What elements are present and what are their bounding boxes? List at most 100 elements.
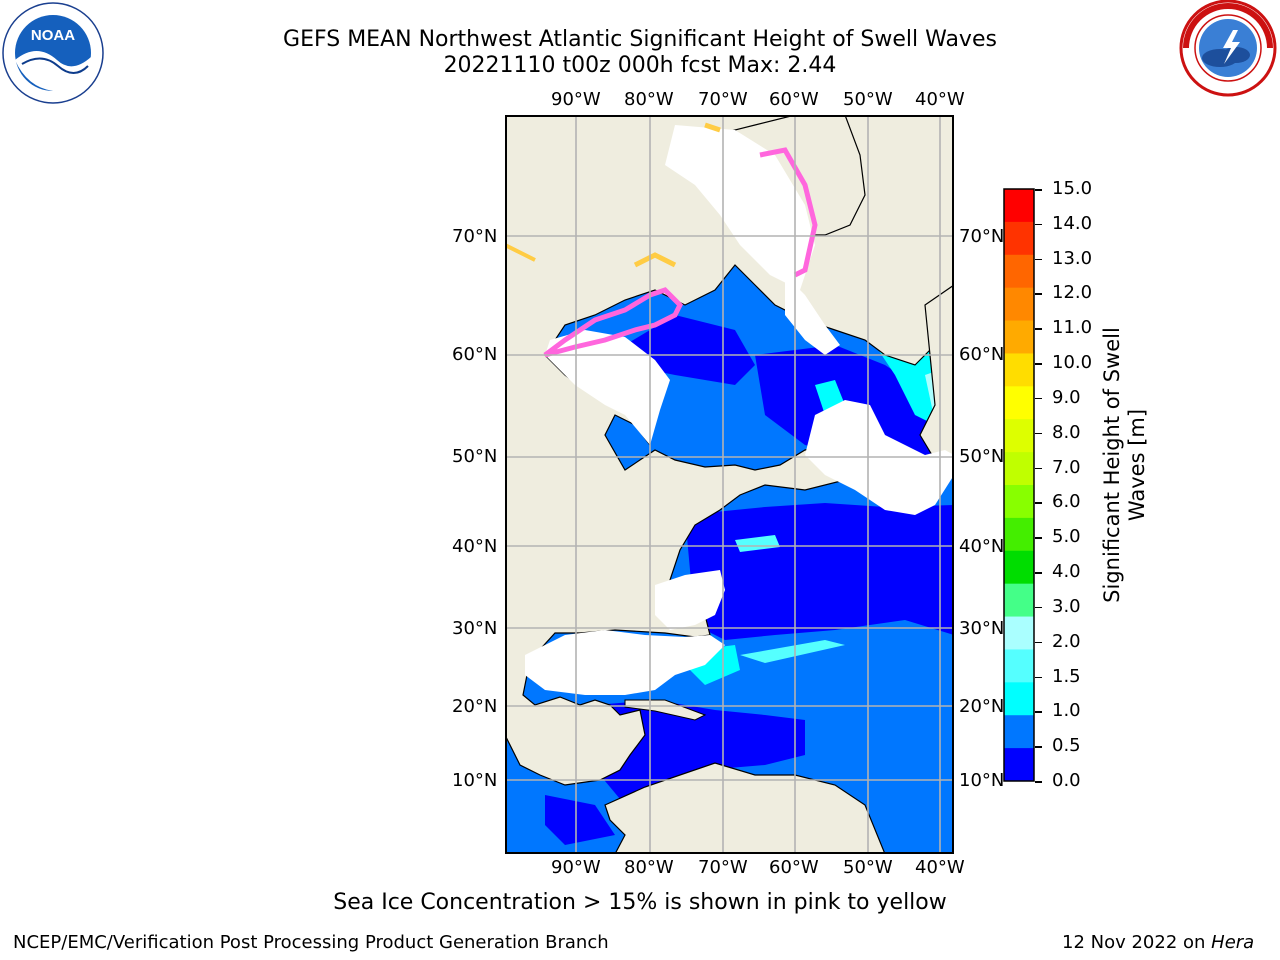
- lon-label-top: 50°W: [843, 89, 893, 110]
- chart-title: GEFS MEAN Northwest Atlantic Significant…: [283, 27, 997, 52]
- footer-date: 12 Nov 2022 on Hera: [1062, 932, 1254, 953]
- lon-label-top: 80°W: [624, 89, 674, 110]
- sea-ice-edge: [633, 252, 677, 268]
- footer-date-text: 12 Nov 2022 on: [1062, 932, 1212, 953]
- sea-ice-edge: [759, 147, 818, 278]
- colorbar-tick-mark: [1035, 606, 1042, 609]
- land-cuba: [624, 699, 707, 721]
- lon-label-top: 60°W: [769, 89, 819, 110]
- colorbar-tick-mark: [1035, 502, 1042, 504]
- swell-height-map: [505, 115, 954, 854]
- colorbar-tick-mark: [1035, 223, 1042, 226]
- lat-label-right: 10°N: [959, 770, 1005, 791]
- swell-low-region: [685, 503, 954, 640]
- sea-ice-edge: [704, 122, 721, 133]
- footer-host: Hera: [1211, 932, 1255, 953]
- colorbar-segment: [1004, 583, 1034, 618]
- lat-label-left: 40°N: [452, 536, 498, 557]
- colorbar-segment: [1004, 649, 1034, 683]
- colorbar-tick-label: 8.0: [1052, 421, 1081, 443]
- lon-label-top: 90°W: [551, 89, 601, 110]
- sea-ice-edge: [505, 243, 536, 262]
- swell-mid-region: [740, 640, 845, 663]
- lat-label-right: 20°N: [959, 696, 1005, 717]
- colorbar-segment: [1004, 221, 1034, 256]
- colorbar-tick-mark: [1035, 363, 1042, 365]
- svg-text:NOAA: NOAA: [31, 27, 75, 44]
- colorbar-tick-label: 0.5: [1052, 735, 1081, 757]
- colorbar: [1003, 188, 1035, 782]
- colorbar-segment: [1004, 353, 1034, 387]
- colorbar-tick-label: 11.0: [1052, 317, 1093, 339]
- colorbar-tick-label: 5.0: [1052, 526, 1081, 548]
- colorbar-segment: [1004, 419, 1034, 453]
- lat-label-left: 70°N: [452, 226, 498, 247]
- lon-label-bottom: 50°W: [843, 857, 893, 878]
- colorbar-segment: [1004, 715, 1034, 749]
- colorbar-tick-label: 3.0: [1052, 595, 1081, 617]
- colorbar-segment: [1004, 386, 1034, 420]
- lat-label-right: 30°N: [959, 618, 1005, 639]
- lon-label-bottom: 60°W: [769, 857, 819, 878]
- colorbar-tick-label: 15.0: [1052, 178, 1093, 199]
- colorbar-tick-label: 0.0: [1052, 770, 1081, 791]
- colorbar-segment: [1004, 485, 1034, 519]
- colorbar-tick-label: 1.5: [1052, 665, 1081, 687]
- lon-label-bottom: 90°W: [551, 857, 601, 878]
- colorbar-tick-mark: [1035, 641, 1042, 644]
- colorbar-tick-mark: [1035, 467, 1042, 470]
- colorbar-segment: [1004, 517, 1034, 552]
- colorbar-segment: [1004, 320, 1034, 354]
- lon-label-bottom: 80°W: [624, 857, 674, 878]
- colorbar-tick-mark: [1035, 397, 1042, 400]
- colorbar-label: Significant Height of Swell Waves [m]: [1100, 327, 1149, 603]
- nodata-arctic: [665, 125, 815, 290]
- colorbar-segment: [1004, 452, 1034, 486]
- lat-label-left: 50°N: [452, 446, 498, 467]
- lon-label-bottom: 70°W: [698, 857, 748, 878]
- colorbar-tick-label: 10.0: [1052, 352, 1093, 374]
- land-south-america: [604, 762, 886, 854]
- lat-label-right: 70°N: [959, 226, 1005, 247]
- map-frame: [505, 115, 954, 854]
- colorbar-tick-label: 9.0: [1052, 386, 1081, 408]
- colorbar-segment: [1004, 682, 1034, 716]
- noaa-logo: NOAA: [2, 2, 104, 104]
- colorbar-tick-mark: [1035, 676, 1042, 679]
- lat-label-left: 30°N: [452, 618, 498, 639]
- lon-label-top: 70°W: [698, 89, 748, 110]
- lat-label-left: 60°N: [452, 344, 498, 365]
- nodata-eastcoast: [655, 570, 725, 630]
- colorbar-tick-mark: [1035, 711, 1042, 713]
- footer-branch: NCEP/EMC/Verification Post Processing Pr…: [13, 932, 609, 953]
- colorbar-tick-mark: [1035, 746, 1042, 748]
- lon-label-top: 40°W: [915, 89, 965, 110]
- colorbar-tick-label: 4.0: [1052, 561, 1081, 583]
- chart-subtitle: 20221110 t00z 000h fcst Max: 2.44: [443, 53, 837, 78]
- colorbar-tick-mark: [1035, 572, 1042, 574]
- colorbar-tick-label: 1.0: [1052, 700, 1081, 722]
- lon-label-bottom: 40°W: [915, 857, 965, 878]
- colorbar-segment: [1004, 616, 1034, 650]
- colorbar-tick-label: 12.0: [1052, 282, 1093, 304]
- nodata-labrador: [785, 275, 840, 355]
- lat-label-right: 60°N: [959, 344, 1005, 365]
- colorbar-tick-mark: [1035, 781, 1042, 783]
- colorbar-segment: [1004, 287, 1034, 322]
- colorbar-segment: [1004, 254, 1034, 289]
- colorbar-tick-label: 13.0: [1052, 247, 1093, 269]
- colorbar-segment: [1004, 189, 1034, 223]
- colorbar-tick-mark: [1035, 258, 1042, 261]
- nodata-gulf: [525, 630, 725, 695]
- colorbar-tick-label: 7.0: [1052, 456, 1081, 478]
- colorbar-tick-mark: [1035, 432, 1042, 435]
- sea-ice-edge: [543, 287, 684, 358]
- sea-ice-caption: Sea Ice Concentration > 15% is shown in …: [333, 890, 947, 915]
- lat-label-left: 20°N: [452, 696, 498, 717]
- colorbar-tick-label: 2.0: [1052, 630, 1081, 652]
- lat-label-left: 10°N: [452, 770, 498, 791]
- colorbar-frame: [1003, 188, 1035, 782]
- colorbar-tick-label: 6.0: [1052, 491, 1081, 513]
- colorbar-tick-mark: [1035, 293, 1042, 295]
- lat-label-right: 50°N: [959, 446, 1005, 467]
